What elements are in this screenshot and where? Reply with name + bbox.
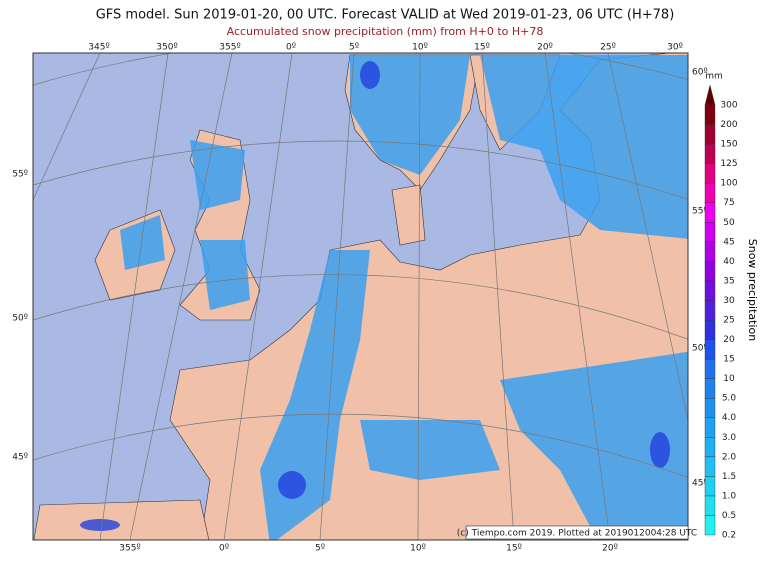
colorbar-level: 300 (720, 101, 737, 111)
colorbar-segment (704, 143, 716, 164)
right-latitude: 55º (692, 207, 708, 217)
colorbar-segment (704, 417, 716, 438)
colorbar-segment (704, 202, 716, 223)
colorbar-level: 200 (720, 120, 737, 130)
colorbar-segment (704, 515, 716, 536)
top-longitude: 355º (219, 43, 240, 53)
colorbar-segment (704, 339, 716, 360)
colorbar-segment (704, 300, 716, 321)
top-longitude: 20º (537, 43, 553, 53)
bottom-longitude: 355º (119, 544, 140, 554)
colorbar-level: 0.2 (722, 531, 736, 541)
left-latitude: 50º (12, 314, 28, 324)
colorbar-level: 75 (723, 198, 734, 208)
top-longitude: 10º (412, 43, 428, 53)
map: (c) Tiempo.com 2019. Plotted at 20190120… (32, 52, 697, 541)
colorbar-segment (704, 319, 716, 340)
colorbar-level: 5.0 (722, 394, 737, 404)
right-latitude: 45º (692, 479, 708, 489)
colorbar-segment (704, 437, 716, 458)
bottom-longitude: 0º (219, 544, 229, 554)
colorbar-segment (704, 476, 716, 497)
colorbar-segment (704, 163, 716, 184)
subtitle: Accumulated snow precipitation (mm) from… (227, 25, 544, 38)
bottom-longitude: 5º (315, 544, 325, 554)
colorbar-level: 20 (723, 335, 735, 345)
bottom-longitude: 10º (410, 544, 426, 554)
colorbar-unit: mm (705, 72, 723, 82)
top-longitude: 15º (474, 43, 490, 53)
top-longitude: 5º (349, 43, 359, 53)
colorbar-segment (704, 222, 716, 243)
colorbar-segment (704, 495, 716, 516)
colorbar-level: 0.5 (722, 511, 736, 521)
colorbar-level: 150 (720, 140, 737, 150)
colorbar-level: 30 (723, 296, 735, 306)
top-longitude: 0º (286, 43, 296, 53)
colorbar-segment (704, 182, 716, 203)
colorbar-level: 25 (723, 316, 734, 326)
colorbar-level: 2.0 (722, 452, 737, 462)
bottom-longitude: 15º (506, 544, 522, 554)
left-latitude: 45º (12, 453, 28, 463)
title: GFS model. Sun 2019-01-20, 00 UTC. Forec… (96, 8, 675, 23)
colorbar-level: 10 (723, 374, 735, 384)
colorbar-level: 3.0 (722, 433, 737, 443)
top-longitude: 345º (88, 43, 109, 53)
bottom-longitude: 20º (602, 544, 618, 554)
colorbar-level: 125 (720, 159, 737, 169)
colorbar-segment (704, 124, 716, 145)
colorbar-segment (704, 358, 716, 379)
colorbar-segment (704, 378, 716, 399)
credit: (c) Tiempo.com 2019. Plotted at 20190120… (457, 529, 697, 539)
colorbar-label: Snow precipitation (746, 239, 759, 342)
colorbar-level: 1.0 (722, 491, 737, 501)
axis-labels: 345º 350º 355º 0º 5º 10º 15º 20º 25º 30º 355º 0º 5º 1… (12, 43, 707, 554)
top-longitude: 350º (156, 43, 177, 53)
colorbar-segment (704, 241, 716, 262)
left-latitude: 55º (12, 170, 28, 180)
colorbar-level: 35 (723, 276, 734, 286)
colorbar-level: 4.0 (722, 413, 737, 423)
colorbar-level: 100 (720, 179, 737, 189)
top-longitude: 25º (600, 43, 616, 53)
right-latitude: 50º (692, 344, 708, 354)
colorbar-level: 45 (723, 237, 734, 247)
colorbar-segment (704, 456, 716, 477)
top-longitude: 30º (667, 43, 683, 53)
colorbar-segment (704, 104, 716, 125)
colorbar-arrow (704, 84, 716, 106)
colorbar-segment (704, 397, 716, 418)
colorbar-segment (704, 261, 716, 282)
colorbar-level: 50 (723, 218, 735, 228)
colorbar-level: 40 (723, 257, 735, 267)
colorbar-level: 1.5 (722, 472, 736, 482)
colorbar: 0.2 0.5 1.0 1.5 2.0 3.0 4.0 5.0 10 15 20 25 30 35 40 45… (704, 84, 738, 541)
colorbar-level: 15 (723, 355, 734, 365)
colorbar-segment (704, 280, 716, 301)
right-latitude: 60º (692, 68, 708, 78)
